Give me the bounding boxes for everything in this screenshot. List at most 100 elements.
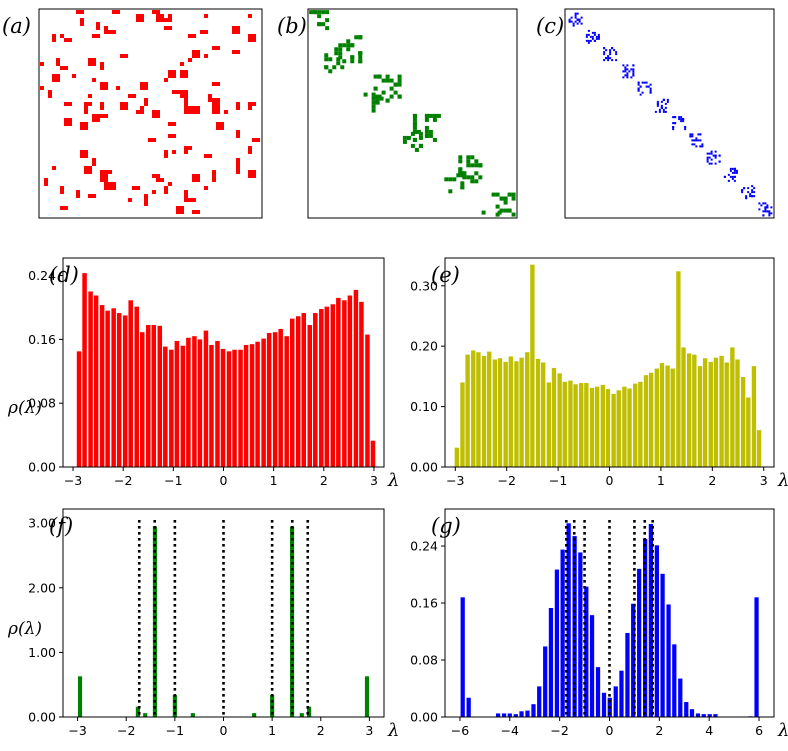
matrix-a-pixel — [152, 110, 160, 118]
matrix-b-pixel — [507, 208, 512, 213]
matrix-c-pixel — [624, 68, 627, 71]
x-tick-label: 1 — [270, 473, 278, 488]
matrix-a-pixel — [172, 150, 176, 154]
bar — [660, 573, 665, 717]
matrix-a-pixel — [188, 58, 192, 62]
matrix-c-pixel — [680, 118, 683, 121]
y-axis-label: ρ(λ) — [7, 398, 42, 418]
matrix-c-pixel — [766, 210, 769, 213]
matrix-a-pixel — [64, 102, 72, 106]
bar — [88, 291, 93, 467]
x-tick-label: 0 — [606, 473, 614, 488]
matrix-c-pixel — [729, 167, 732, 170]
matrix-b-pixel — [338, 43, 343, 48]
matrix-a-pixel — [192, 106, 200, 114]
matrix-c-pixel — [603, 59, 606, 62]
matrix-a-pixel — [80, 150, 88, 158]
x-tick-label: −1 — [166, 723, 184, 738]
bar — [562, 381, 567, 467]
matrix-a-pixel — [212, 170, 216, 174]
bar — [495, 713, 501, 717]
matrix-a-pixel — [56, 58, 60, 66]
matrix-b-pixel — [478, 175, 483, 180]
matrix-c-pixel — [747, 187, 750, 190]
bar — [255, 341, 260, 467]
matrix-b-pixel — [328, 69, 333, 74]
matrix-b-pixel — [324, 57, 329, 62]
matrix-c-pixel — [632, 68, 635, 71]
bar — [111, 308, 116, 467]
x-tick-label: 2 — [655, 723, 663, 738]
matrix-c-pixel — [764, 210, 767, 213]
matrix-c-pixel — [624, 74, 627, 77]
bar — [695, 713, 701, 717]
bar — [519, 711, 524, 717]
matrix-a-pixel — [200, 30, 208, 34]
bar — [740, 377, 746, 467]
matrix-c-pixel — [745, 197, 748, 200]
matrix-c-pixel — [770, 206, 773, 209]
matrix-b-pixel — [456, 173, 461, 178]
matrix-a-pixel — [188, 198, 196, 202]
y-tick-label: 0.24 — [28, 268, 56, 283]
matrix-c-pixel — [672, 126, 675, 129]
matrix-a-pixel — [248, 106, 252, 110]
matrix-c-pixel — [660, 106, 663, 109]
matrix-b-pixel — [418, 131, 423, 136]
bar — [676, 271, 681, 467]
y-tick-label: 0.00 — [410, 710, 438, 725]
matrix-b-pixel — [460, 185, 465, 190]
bar — [665, 365, 670, 467]
bar — [643, 375, 649, 467]
bar — [313, 313, 318, 467]
x-axis-label: λ — [387, 720, 399, 741]
bar — [724, 362, 729, 467]
matrix-c-pixel — [735, 171, 738, 174]
matrix-c-pixel — [587, 39, 590, 42]
matrix-c-pixel — [574, 12, 577, 15]
matrix-c-pixel — [682, 120, 685, 123]
matrix-a-pixel — [72, 74, 76, 78]
matrix-a-pixel — [100, 82, 108, 90]
x-axis-label: λ — [387, 470, 399, 491]
matrix-a-pixel — [84, 106, 88, 114]
bar — [122, 315, 128, 467]
bar — [638, 381, 643, 467]
y-tick-label: 0.16 — [28, 332, 56, 347]
matrix-c-pixel — [662, 98, 665, 101]
panel-label-c: (c) — [536, 14, 564, 38]
matrix-c-pixel — [691, 143, 694, 146]
matrix-b-pixel — [354, 35, 359, 40]
matrix-c-pixel — [760, 204, 763, 207]
bar — [579, 383, 584, 467]
matrix-c-pixel — [741, 191, 744, 194]
matrix-c-pixel — [749, 193, 752, 196]
matrix-a-pixel — [180, 62, 184, 66]
bar — [77, 676, 83, 717]
bar — [203, 330, 209, 467]
matrix-a-pixel — [164, 26, 172, 30]
matrix-a-pixel — [88, 194, 96, 198]
matrix-c-pixel — [576, 22, 579, 25]
matrix-c-pixel — [695, 145, 698, 148]
bar — [713, 714, 718, 717]
matrix-c-pixel — [758, 208, 761, 211]
y-tick-label: 0.30 — [410, 278, 438, 293]
matrix-c-pixel — [593, 39, 596, 42]
bar — [594, 386, 600, 467]
matrix-b-pixel — [363, 92, 368, 97]
matrix-c-pixel — [733, 171, 736, 174]
matrix-c-pixel — [603, 53, 606, 56]
matrix-b-pixel — [336, 61, 341, 66]
matrix-c-pixel — [626, 74, 629, 77]
matrix-c-pixel — [733, 179, 736, 182]
bar — [730, 347, 735, 467]
bar — [139, 332, 145, 467]
matrix-c-pixel — [639, 93, 642, 96]
matrix-b-pixel — [342, 59, 347, 64]
bar — [82, 273, 87, 467]
bar — [319, 309, 324, 467]
bar — [359, 301, 364, 467]
x-tick-label: 0 — [220, 473, 228, 488]
matrix-c-pixel — [585, 33, 588, 36]
